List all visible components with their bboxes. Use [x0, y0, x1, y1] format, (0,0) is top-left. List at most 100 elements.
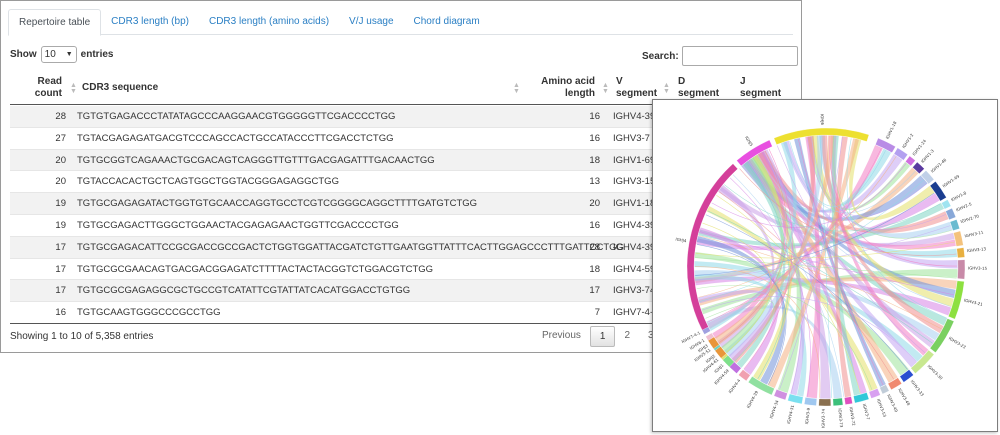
chord-ribbon	[849, 138, 935, 220]
chord-segment-arc[interactable]	[868, 388, 881, 399]
tab-vj-usage[interactable]: V/J usage	[349, 16, 394, 27]
chord-link	[743, 148, 793, 370]
chord-segment-label: IGHV4-34	[768, 399, 779, 419]
table-row[interactable]: 20 TGTACCACACTGCTCAGTGGCTGGTACGGGAGAGGCTG…	[10, 171, 800, 194]
chord-segment-arc[interactable]	[957, 259, 966, 280]
chord-link	[696, 285, 873, 390]
chord-segment-arc[interactable]	[879, 384, 890, 395]
chord-segment-arc[interactable]	[773, 127, 870, 145]
chord-segment-arc[interactable]	[707, 336, 720, 349]
chord-ribbon	[714, 135, 835, 345]
chord-segment-arc[interactable]	[929, 318, 955, 353]
chord-ribbons	[694, 135, 958, 399]
chord-segment-label: IGHV3-33	[910, 379, 926, 398]
chord-segment-arc[interactable]	[818, 398, 832, 407]
chord-segment-arc[interactable]	[714, 346, 727, 359]
chord-segment-arc[interactable]	[912, 161, 925, 174]
chord-segment-arc[interactable]	[738, 369, 751, 382]
column-header-v-segment[interactable]: V segment	[616, 76, 657, 108]
cell-read-count: 16	[55, 307, 66, 319]
chord-segment-arc[interactable]	[804, 397, 817, 406]
chord-segment-arc[interactable]	[773, 389, 788, 401]
cell-aa-length: 16	[589, 111, 600, 122]
table-row[interactable]: 27 TGTACGAGAGATGACGTCCCAGCCACTGCCATACCCTT…	[10, 128, 800, 150]
column-header-aa-length[interactable]: Amino acid length	[535, 76, 595, 108]
column-header-read-count[interactable]: Read count	[10, 76, 62, 108]
cell-cdr3-sequence: TGTGCAAGTGGGCCCGCCTGG	[77, 307, 221, 319]
column-header-j-segment[interactable]: J segment	[740, 76, 781, 108]
chord-segment-arc[interactable]	[736, 139, 773, 167]
tab-chord-diagram[interactable]: Chord diagram	[413, 16, 480, 27]
chord-link	[698, 235, 942, 330]
chord-segment-arc[interactable]	[956, 247, 965, 258]
chord-segment-arc[interactable]	[875, 137, 896, 153]
cell-cdr3-sequence: TGTACCACACTGCTCAGTGGCTGGTACGGGAGAGGCTGG	[77, 176, 339, 188]
chord-segment-label: IGHV3-23	[948, 336, 967, 350]
chord-segment-arc[interactable]	[844, 396, 853, 405]
cell-aa-length: 17	[589, 285, 600, 297]
chord-link	[779, 136, 843, 390]
entries-length-control: Show 10 ▼ entries	[10, 46, 113, 63]
chord-segment-arc[interactable]	[949, 219, 960, 231]
chord-segment-label: IGHV2-70	[960, 213, 980, 224]
chord-segment-label: IGHV3-72	[848, 406, 856, 426]
chord-link	[707, 210, 933, 344]
table-row[interactable]: 19 TGTGCGAGACTTGGGCTGGAACTACGAGAGAACTGGTT…	[10, 215, 800, 237]
chord-segment-arc[interactable]	[905, 155, 916, 167]
previous-page-button[interactable]: Previous	[542, 330, 581, 341]
chord-link	[702, 222, 772, 353]
tab-cdr3-length-aa[interactable]: CDR3 length (amino acids)	[208, 16, 330, 27]
chord-segment-label: IGHV3-15	[968, 265, 988, 270]
chord-link	[716, 195, 861, 394]
page-button-3[interactable]: 3	[648, 330, 654, 341]
chord-segment-arc[interactable]	[701, 326, 711, 335]
page-button-1[interactable]: 1	[589, 326, 616, 347]
tab-repertoire-table[interactable]: Repertoire table	[8, 9, 102, 36]
chord-segment-arc[interactable]	[941, 199, 952, 210]
page-button-2[interactable]: 2	[624, 330, 631, 341]
chord-segment-arc[interactable]	[953, 230, 964, 247]
chord-segment-arc[interactable]	[929, 181, 947, 202]
chevron-down-icon: ▼	[65, 51, 73, 58]
cell-cdr3-sequence: TGTGCGAGACTTGGGCTGGAACTACGAGAGAACTGGTTCG…	[77, 219, 399, 231]
table-row[interactable]: 20 TGTGCGGTCAGAAACTGCGACAGTCAGGGTTGTTTGAC…	[10, 149, 800, 172]
table-row[interactable]: 19 TGTGCGAGAGATACTGGTGTGCAACCAGGTGCCTCGTC…	[10, 193, 800, 215]
table-row[interactable]: 17 TGTGCGCGAACAGTGACGACGGAGATCTTTTACTACTA…	[10, 259, 800, 281]
chord-segment-arc[interactable]	[893, 147, 908, 161]
chord-segment-arc[interactable]	[832, 397, 844, 406]
table-row[interactable]: 17 TGTGCGCGAGAGGCGCTGCCGTCATATTCGTATTATCA…	[10, 280, 800, 303]
cell-read-count: 17	[55, 241, 66, 253]
chord-link	[695, 225, 951, 281]
chord-segment-arc[interactable]	[722, 355, 735, 368]
column-header-d-segment[interactable]: D segment	[678, 76, 719, 108]
chord-segment-arc[interactable]	[910, 349, 935, 374]
chord-segment-arc[interactable]	[920, 170, 935, 185]
header-line: J	[740, 76, 746, 87]
tab-cdr3-length-bp[interactable]: CDR3 length (bp)	[111, 16, 189, 27]
chord-segment-arc[interactable]	[853, 392, 870, 404]
column-header-cdr3-sequence[interactable]: CDR3 sequence	[82, 82, 159, 93]
header-line: length	[565, 88, 595, 99]
table-row[interactable]: 28 TGTGTGAGACCCTATATAGCCCAAGGAACGTGGGGGTT…	[10, 106, 800, 128]
chord-segment-label: IGHV3-74	[821, 409, 826, 429]
chord-segment-arc[interactable]	[899, 369, 914, 383]
chord-segment-arc[interactable]	[945, 208, 956, 220]
table-header: Read count ▲ ▼ CDR3 sequence ▲ ▼ Amino aci…	[10, 73, 800, 105]
cell-aa-length: 20	[589, 198, 600, 210]
chord-segment-label: IGHV3-48	[897, 387, 911, 406]
chord-segment-arc[interactable]	[948, 280, 965, 320]
cell-v-segment: IGHV3-7	[613, 132, 650, 144]
table-row[interactable]: 17 TGTGCGAGACATTCCGCGACCGCCGACTCTGGTGGATT…	[10, 236, 800, 259]
chord-segment-label: IGHV2-5	[955, 201, 973, 212]
chord-link	[694, 266, 821, 398]
chord-segment-label: IGHV1-3	[920, 148, 935, 164]
chord-segment-label: IGHV3-73	[837, 408, 844, 428]
chord-segment-arc[interactable]	[748, 376, 775, 396]
chord-segment-arc[interactable]	[887, 377, 902, 390]
chord-diagram: IGHJ4IGHJ5IGHJ6IGHV1-18IGHV1-2IGHV1-24IG…	[675, 114, 988, 429]
chord-segment-arc[interactable]	[787, 393, 804, 405]
search-input[interactable]	[681, 46, 798, 66]
chord-link	[711, 163, 907, 228]
tab-bar: Repertoire table CDR3 length (bp) CDR3 l…	[8, 9, 793, 36]
entries-select[interactable]: 10 ▼	[40, 46, 77, 63]
